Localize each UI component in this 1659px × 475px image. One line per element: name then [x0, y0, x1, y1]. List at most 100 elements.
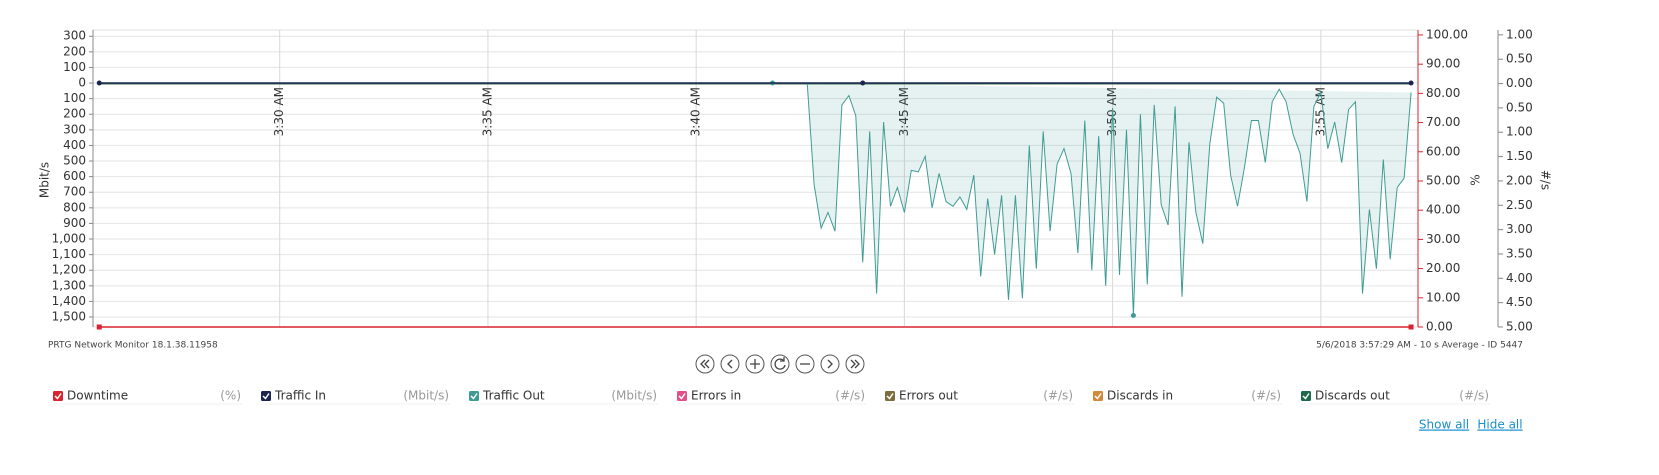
legend-unit: (#/s) [835, 389, 865, 403]
legend-check [54, 393, 62, 400]
point-marker [1408, 324, 1414, 330]
nav-zoom-in[interactable] [745, 354, 765, 374]
nav-first[interactable] [695, 354, 715, 374]
legend-check [470, 393, 478, 400]
y-tick-label: 300 [63, 122, 86, 136]
y-tick-label: 200 [63, 44, 86, 58]
y3-axis-title: #/s [1539, 170, 1553, 190]
y2-tick-label: 50.00 [1426, 173, 1460, 187]
y-tick-label: 1,400 [52, 294, 86, 308]
legend-label: Traffic Out [482, 389, 545, 403]
y3-tick-label: 0.00 [1506, 76, 1533, 90]
point-marker [1130, 312, 1136, 318]
point-marker [96, 80, 102, 86]
nav-buttons [695, 354, 865, 374]
y2-tick-label: 30.00 [1426, 232, 1460, 246]
y-tick-label: 600 [63, 169, 86, 183]
legend-unit: (#/s) [1043, 389, 1073, 403]
footer-left: PRTG Network Monitor 18.1.38.11958 [48, 341, 218, 351]
nav-zoom-out[interactable] [795, 354, 815, 374]
footer-right: 5/6/2018 3:57:29 AM - 10 s Average - ID … [1316, 341, 1523, 351]
hide-all-link[interactable]: Hide all [1477, 418, 1522, 432]
y-tick-label: 800 [63, 200, 86, 214]
y2-tick-label: 0.00 [1426, 320, 1453, 334]
y3-tick-label: 1.50 [1506, 149, 1533, 163]
y2-tick-label: 40.00 [1426, 203, 1460, 217]
y-tick-label: 1,100 [52, 247, 86, 261]
y3-tick-label: 0.50 [1506, 52, 1533, 66]
y3-tick-label: 0.50 [1506, 100, 1533, 114]
y3-tick-label: 3.50 [1506, 246, 1533, 260]
y3-tick-label: 1.00 [1506, 125, 1533, 139]
nav-next[interactable] [820, 354, 840, 374]
y3-tick-label: 2.50 [1506, 198, 1533, 212]
y-tick-label: 1,500 [52, 310, 86, 324]
legend-item: Discards out (#/s) [1301, 389, 1491, 405]
legend-unit: (Mbit/s) [611, 389, 657, 403]
y-tick-label: 100 [63, 91, 86, 105]
legend-check [262, 393, 270, 400]
y-tick-label: 100 [63, 60, 86, 74]
legend-checkbox[interactable] [261, 391, 271, 401]
y-tick-label: 0 [78, 76, 86, 90]
y3-tick-label: 2.00 [1506, 173, 1533, 187]
x-tick-label: 3:40 AM [689, 87, 703, 136]
legend-checkbox[interactable] [677, 391, 687, 401]
y-tick-label: 1,200 [52, 263, 86, 277]
legend-unit: (#/s) [1251, 389, 1281, 403]
show-all-link[interactable]: Show all [1419, 418, 1469, 432]
legend-checkbox[interactable] [1301, 391, 1311, 401]
y2-axis-title: % [1469, 174, 1483, 185]
y3-tick-label: 4.50 [1506, 295, 1533, 309]
y-tick-label: 400 [63, 138, 86, 152]
y-tick-label: 500 [63, 154, 86, 168]
legend-unit: (#/s) [1459, 389, 1489, 403]
legend-label: Discards in [1107, 389, 1173, 403]
x-tick-label: 3:35 AM [480, 87, 494, 136]
point-marker [1408, 80, 1414, 86]
legend-item: Errors out (#/s) [885, 389, 1075, 405]
y2-tick-label: 60.00 [1426, 144, 1460, 158]
legend-label: Traffic In [274, 389, 326, 403]
legend-label: Discards out [1315, 389, 1390, 403]
legend-item: Discards in (#/s) [1093, 389, 1283, 405]
legend-checkbox[interactable] [1093, 391, 1103, 401]
legend-checkbox[interactable] [53, 391, 63, 401]
y3-tick-label: 4.00 [1506, 271, 1533, 285]
area-line [772, 82, 1412, 316]
y3-tick-label: 3.00 [1506, 222, 1533, 236]
y3-tick-label: 5.00 [1506, 320, 1533, 334]
y2-tick-label: 100.00 [1426, 27, 1468, 41]
legend-check [1094, 393, 1102, 400]
nav-last[interactable] [845, 354, 865, 374]
y-tick-label: 300 [63, 29, 86, 43]
y-tick-label: 700 [63, 185, 86, 199]
legend-item: Errors in (#/s) [677, 389, 867, 405]
legend-label: Errors out [899, 389, 958, 403]
plot-frame [92, 29, 1419, 328]
y2-tick-label: 10.00 [1426, 290, 1460, 304]
nav-reset[interactable] [770, 354, 790, 374]
legend-check [1302, 393, 1310, 400]
legend-item: Downtime (%) [53, 389, 243, 405]
x-tick-label: 3:30 AM [272, 87, 286, 136]
y2-tick-label: 70.00 [1426, 115, 1460, 129]
legend-label: Downtime [67, 389, 128, 403]
legend-check [886, 393, 894, 400]
legend-checkbox[interactable] [885, 391, 895, 401]
y-tick-label: 200 [63, 107, 86, 121]
nav-prev[interactable] [720, 354, 740, 374]
point-marker [96, 324, 102, 330]
y2-tick-label: 20.00 [1426, 261, 1460, 275]
y-axis-title: Mbit/s [38, 162, 52, 198]
y2-tick-label: 80.00 [1426, 86, 1460, 100]
legend-check [678, 393, 686, 400]
y-tick-label: 1,000 [52, 232, 86, 246]
legend-item: Traffic Out (Mbit/s) [469, 389, 659, 405]
legend-checkbox[interactable] [469, 391, 479, 401]
x-tick-label: 3:45 AM [897, 87, 911, 136]
legend-item: Traffic In (Mbit/s) [261, 389, 451, 405]
y2-tick-label: 90.00 [1426, 57, 1460, 71]
